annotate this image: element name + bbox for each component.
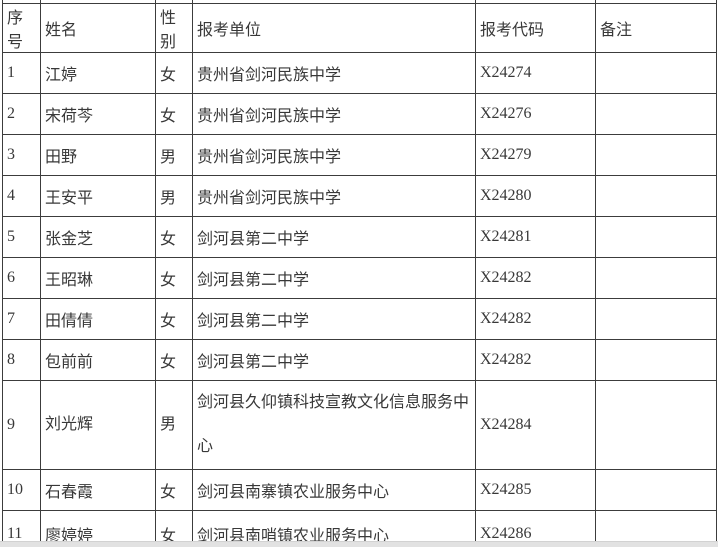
table-row: 10 石春霞女剑河县南寨镇农业服务中心 X24285: [2, 469, 717, 511]
cell-no: 3: [2, 134, 41, 176]
cell-name: 张金芝: [40, 216, 156, 258]
cell-code: X24284: [475, 380, 596, 470]
cell-remark: [595, 93, 717, 135]
cell-gender: 女: [155, 510, 193, 547]
cell-gender: 女: [155, 469, 193, 511]
table-row: 7 田倩倩女剑河县第二中学 X24282: [2, 298, 717, 340]
cell-gender: 男: [155, 134, 193, 176]
cell-name: 田野: [40, 134, 156, 176]
cell-no: 2: [2, 93, 41, 135]
cell-name: 田倩倩: [40, 298, 156, 340]
cell-unit: 剑河县第二中学: [192, 257, 476, 299]
cell-unit: 剑河县南哨镇农业服务中心: [192, 510, 476, 547]
cell-no: 6: [2, 257, 41, 299]
cell-name: 刘光辉: [40, 380, 156, 470]
cell-code: X24286: [475, 510, 596, 547]
cell-name: 石春霞: [40, 469, 156, 511]
table-body: 1 江婷女贵州省剑河民族中学 X24274 2 宋荷芩女贵州省剑河民族中学 X24276 3…: [2, 52, 717, 547]
cell-unit: 剑河县第二中学: [192, 298, 476, 340]
cell-remark: [595, 469, 717, 511]
cell-remark: [595, 134, 717, 176]
table-row: 8 包前前女剑河县第二中学 X24282: [2, 339, 717, 381]
cell-gender: 男: [155, 380, 193, 470]
cell-code: X24282: [475, 339, 596, 381]
cell-code: X24274: [475, 52, 596, 94]
column-header-gender: 性别: [155, 3, 193, 53]
column-header-name: 姓名: [40, 3, 156, 53]
cell-remark: [595, 380, 717, 470]
cell-no: 7: [2, 298, 41, 340]
cell-unit: 贵州省剑河民族中学: [192, 134, 476, 176]
column-header-no: 序号: [2, 3, 41, 53]
cell-gender: 女: [155, 339, 193, 381]
table-header-row: 序号 姓名 性别 报考单位 报考代码 备注: [2, 3, 717, 53]
table-row: 5 张金芝女剑河县第二中学 X24281: [2, 216, 717, 258]
cell-remark: [595, 175, 717, 217]
cell-code: X24281: [475, 216, 596, 258]
cell-gender: 女: [155, 93, 193, 135]
page-bottom-edge: [0, 541, 718, 547]
cell-name: 包前前: [40, 339, 156, 381]
column-header-code: 报考代码: [475, 3, 596, 53]
cell-name: 廖婷婷: [40, 510, 156, 547]
cell-no: 11: [2, 510, 41, 547]
table-row: 11 廖婷婷女剑河县南哨镇农业服务中心 X24286: [2, 510, 717, 547]
cell-code: X24279: [475, 134, 596, 176]
cell-gender: 女: [155, 52, 193, 94]
cell-unit: 贵州省剑河民族中学: [192, 175, 476, 217]
column-header-unit: 报考单位: [192, 3, 476, 53]
cell-no: 8: [2, 339, 41, 381]
cell-no: 10: [2, 469, 41, 511]
cell-unit: 剑河县南寨镇农业服务中心: [192, 469, 476, 511]
cell-unit: 剑河县久仰镇科技宣教文化信息服务中心: [192, 380, 476, 470]
cell-no: 5: [2, 216, 41, 258]
column-header-remark: 备注: [595, 3, 717, 53]
cell-unit: 贵州省剑河民族中学: [192, 93, 476, 135]
cell-code: X24285: [475, 469, 596, 511]
cell-gender: 男: [155, 175, 193, 217]
cell-gender: 女: [155, 257, 193, 299]
cell-name: 宋荷芩: [40, 93, 156, 135]
cell-remark: [595, 216, 717, 258]
cell-name: 江婷: [40, 52, 156, 94]
cell-no: 1: [2, 52, 41, 94]
cell-code: X24280: [475, 175, 596, 217]
cell-name: 王昭琳: [40, 257, 156, 299]
cell-unit: 剑河县第二中学: [192, 339, 476, 381]
cell-unit: 贵州省剑河民族中学: [192, 52, 476, 94]
cell-no: 4: [2, 175, 41, 217]
cell-gender: 女: [155, 298, 193, 340]
cell-unit: 剑河县第二中学: [192, 216, 476, 258]
table-row: 2 宋荷芩女贵州省剑河民族中学 X24276: [2, 93, 717, 135]
table-row: 3 田野男贵州省剑河民族中学 X24279: [2, 134, 717, 176]
cell-gender: 女: [155, 216, 193, 258]
cell-remark: [595, 52, 717, 94]
cell-code: X24282: [475, 298, 596, 340]
cell-remark: [595, 339, 717, 381]
table-row: 1 江婷女贵州省剑河民族中学 X24274: [2, 52, 717, 94]
cell-code: X24276: [475, 93, 596, 135]
table-row: 4 王安平男贵州省剑河民族中学 X24280: [2, 175, 717, 217]
table-row: 9 刘光辉男剑河县久仰镇科技宣教文化信息服务中心 X24284: [2, 380, 717, 470]
cell-remark: [595, 510, 717, 547]
cell-remark: [595, 298, 717, 340]
cell-name: 王安平: [40, 175, 156, 217]
table-row: 6 王昭琳女剑河县第二中学 X24282: [2, 257, 717, 299]
cell-remark: [595, 257, 717, 299]
cell-no: 9: [2, 380, 41, 470]
cell-code: X24282: [475, 257, 596, 299]
